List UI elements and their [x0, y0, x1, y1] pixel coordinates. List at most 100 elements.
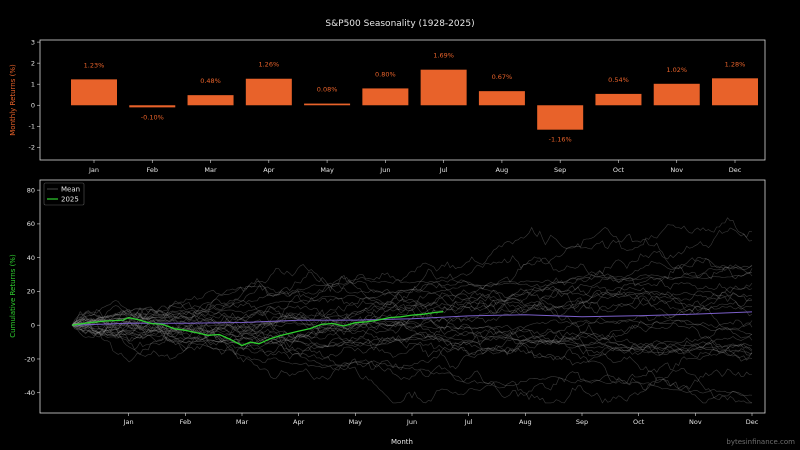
bar-oct	[595, 93, 642, 106]
monthly-returns-y-axis-label: Monthly Returns (%)	[9, 64, 17, 136]
historical-path	[71, 320, 753, 404]
cumulative-returns-y-ticks: -40 -20 0 20 40 60 80	[24, 186, 40, 397]
bar-jul	[420, 69, 467, 106]
bar-label-jan: 1.23%	[84, 61, 105, 69]
historical-path	[71, 272, 753, 326]
bar-apr	[245, 78, 292, 106]
bar-jan	[71, 79, 117, 106]
historical-path	[71, 286, 753, 326]
x-tick-label: Jan	[88, 166, 99, 174]
monthly-returns-panel: 1.23% -0.10% 0.48% 1.26% 0.08% 0.80% 1.69% 0.67…	[9, 38, 766, 174]
bar-label-aug: 0.67%	[492, 73, 513, 81]
cumulative-returns-panel: -40 -20 0 20 40 60 80 Jan Feb Mar Apr May Jun Jul Aug…	[9, 179, 766, 446]
y-tick-label: 3	[31, 38, 35, 46]
bar-label-mar: 0.48%	[200, 77, 221, 85]
bar-aug	[478, 91, 525, 106]
monthly-returns-y-ticks: -2 -1 0 1 2 3	[29, 38, 40, 152]
series-line-mean	[71, 311, 753, 326]
x-tick-label: Oct	[633, 418, 645, 426]
historical-path	[71, 324, 753, 361]
historical-path	[71, 276, 753, 335]
historical-path	[72, 324, 753, 355]
bar-label-sep: -1.16%	[549, 136, 572, 144]
x-tick-label: Jul	[439, 166, 448, 174]
bar-label-dec: 1.28%	[725, 60, 746, 68]
historical-path	[71, 257, 753, 345]
x-tick-label: Dec	[746, 418, 759, 426]
legend-label-mean: Mean	[61, 186, 80, 194]
historical-path	[71, 285, 753, 337]
historical-path	[71, 286, 753, 356]
cumulative-returns-y-axis-label: Cumulative Returns (%)	[9, 254, 17, 338]
bar-sep	[537, 105, 584, 130]
x-tick-label: Jul	[464, 418, 473, 426]
x-tick-label: Nov	[689, 418, 702, 426]
bar-label-apr: 1.26%	[258, 61, 279, 69]
monthly-returns-x-ticks: Jan Feb Mar Apr May Jun Jul Aug Sep Oct Nov Dec	[88, 160, 742, 174]
monthly-returns-frame	[39, 39, 766, 161]
bar-label-oct: 0.54%	[608, 76, 629, 84]
x-tick-label: Jun	[379, 166, 390, 174]
y-tick-label: 20	[27, 288, 35, 296]
cumulative-series-lines	[71, 311, 753, 347]
x-tick-label: Jan	[123, 418, 134, 426]
historical-path	[71, 319, 753, 360]
historical-path	[71, 226, 753, 328]
cumulative-returns-x-ticks: Jan Feb Mar Apr May Jun Jul Aug Sep Oct Nov Dec	[123, 413, 759, 426]
y-tick-label: 0	[31, 322, 35, 330]
bar-label-jun: 0.80%	[375, 70, 396, 78]
y-tick-label: 40	[27, 254, 35, 262]
x-tick-label: Oct	[613, 166, 625, 174]
x-tick-label: Feb	[147, 166, 159, 174]
bar-nov	[653, 83, 700, 106]
historical-path	[71, 317, 752, 404]
watermark: bytesinfinance.com	[726, 438, 795, 446]
y-tick-label: 0	[31, 102, 35, 110]
x-tick-label: Mar	[204, 166, 217, 174]
cumulative-returns-frame	[39, 179, 766, 414]
x-tick-label: Apr	[263, 166, 275, 174]
historical-path	[71, 264, 753, 326]
historical-path	[71, 314, 753, 352]
y-tick-label: 1	[31, 81, 35, 89]
bar-label-feb: -0.10%	[141, 113, 164, 121]
x-tick-label: Apr	[293, 418, 305, 426]
y-tick-label: 2	[31, 59, 35, 67]
x-tick-label: Feb	[180, 418, 192, 426]
historical-path	[71, 279, 753, 326]
x-tick-label: Sep	[554, 166, 566, 174]
y-tick-label: -1	[29, 123, 35, 131]
historical-path	[71, 324, 753, 397]
y-tick-label: 60	[27, 220, 35, 228]
series-line-2025	[71, 311, 444, 347]
monthly-returns-bar-labels: 1.23% -0.10% 0.48% 1.26% 0.08% 0.80% 1.69% 0.67…	[84, 52, 746, 144]
historical-path	[71, 322, 753, 353]
x-tick-label: Aug	[496, 166, 509, 174]
x-tick-label: Sep	[576, 418, 588, 426]
historical-path	[71, 294, 753, 384]
y-tick-label: 80	[27, 186, 35, 194]
legend: Mean 2025	[43, 182, 85, 206]
monthly-returns-bars	[71, 69, 758, 130]
bar-label-may: 0.08%	[317, 86, 338, 94]
x-tick-label: Nov	[670, 166, 683, 174]
bar-label-jul: 1.69%	[433, 52, 454, 60]
historical-path	[71, 264, 753, 326]
bar-dec	[712, 78, 758, 106]
historical-path	[71, 250, 753, 335]
x-tick-label: Dec	[729, 166, 742, 174]
historical-path	[71, 309, 753, 356]
y-tick-label: -20	[24, 355, 35, 363]
y-tick-label: -2	[29, 144, 35, 152]
historical-year-paths	[71, 217, 753, 404]
x-tick-label: May	[349, 418, 363, 426]
bar-mar	[187, 95, 234, 106]
bar-label-nov: 1.02%	[666, 66, 687, 74]
x-tick-label: Aug	[519, 418, 532, 426]
bar-may	[304, 103, 351, 106]
cumulative-returns-x-axis-label: Month	[391, 438, 413, 446]
historical-path	[71, 217, 753, 334]
historical-path	[71, 313, 753, 335]
